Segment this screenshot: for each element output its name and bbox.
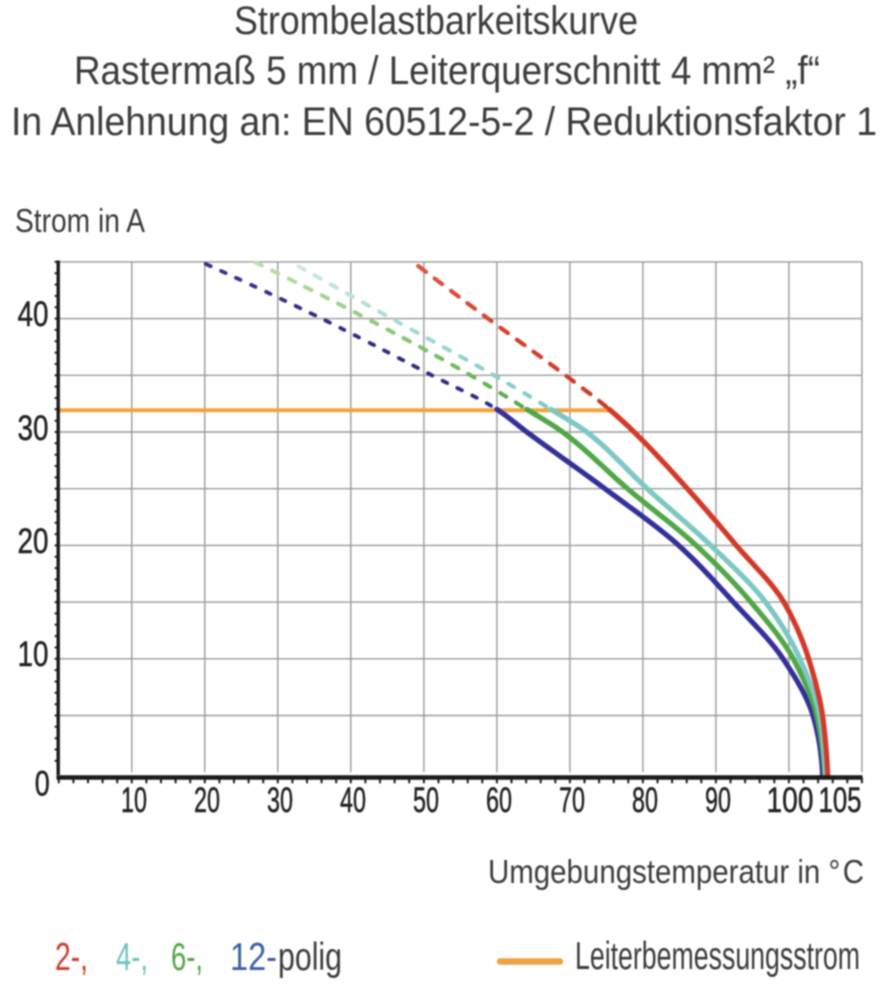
svg-text:10: 10 bbox=[18, 634, 49, 674]
svg-text:Umgebungstemperatur in ° C: Umgebungstemperatur in ° C bbox=[488, 853, 864, 890]
svg-text:105: 105 bbox=[819, 780, 862, 820]
svg-text:100: 100 bbox=[767, 780, 814, 820]
svg-text:30: 30 bbox=[267, 780, 293, 820]
svg-text:20: 20 bbox=[18, 521, 49, 561]
svg-text:12-: 12- bbox=[230, 936, 277, 979]
svg-text:80: 80 bbox=[632, 780, 658, 820]
svg-text:40: 40 bbox=[340, 780, 366, 820]
svg-text:Leiterbemessungsstrom: Leiterbemessungsstrom bbox=[575, 935, 860, 978]
svg-text:30: 30 bbox=[18, 408, 49, 448]
svg-text:6-,: 6-, bbox=[171, 936, 203, 979]
svg-text:Rastermaß 5 mm / Leiterquersch: Rastermaß 5 mm / Leiterquerschnitt 4 mm²… bbox=[74, 49, 820, 93]
svg-text:4-,: 4-, bbox=[116, 936, 148, 979]
svg-text:0: 0 bbox=[35, 763, 50, 803]
svg-text:90: 90 bbox=[705, 780, 731, 820]
svg-text:70: 70 bbox=[559, 780, 585, 820]
svg-text:10: 10 bbox=[121, 780, 147, 820]
svg-text:Strombelastbarkeitskurve: Strombelastbarkeitskurve bbox=[234, 0, 638, 43]
svg-text:20: 20 bbox=[194, 780, 220, 820]
svg-text:60: 60 bbox=[486, 780, 512, 820]
svg-text:2-,: 2-, bbox=[55, 936, 88, 979]
svg-text:polig: polig bbox=[278, 936, 342, 979]
svg-text:In Anlehnung an: EN 60512-5-2: In Anlehnung an: EN 60512-5-2 / Reduktio… bbox=[11, 100, 877, 144]
svg-text:50: 50 bbox=[413, 780, 439, 820]
svg-text:40: 40 bbox=[18, 294, 49, 334]
svg-text:Strom in A: Strom in A bbox=[15, 202, 145, 239]
